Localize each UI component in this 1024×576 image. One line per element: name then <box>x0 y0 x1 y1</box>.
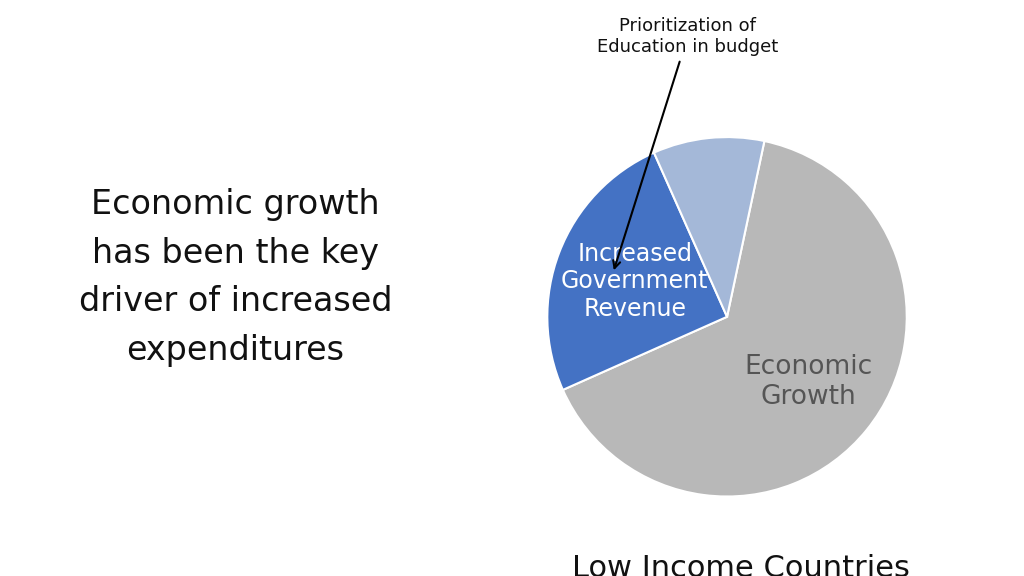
Wedge shape <box>563 141 906 497</box>
Text: Economic
Growth: Economic Growth <box>743 354 872 410</box>
Wedge shape <box>548 153 727 390</box>
Text: Low Income Countries: Low Income Countries <box>572 554 910 576</box>
Text: Increased
Government
Revenue: Increased Government Revenue <box>561 241 709 321</box>
Text: Prioritization of
Education in budget: Prioritization of Education in budget <box>597 17 778 268</box>
Wedge shape <box>654 137 764 317</box>
Text: Economic growth
has been the key
driver of increased
expenditures: Economic growth has been the key driver … <box>79 188 392 367</box>
